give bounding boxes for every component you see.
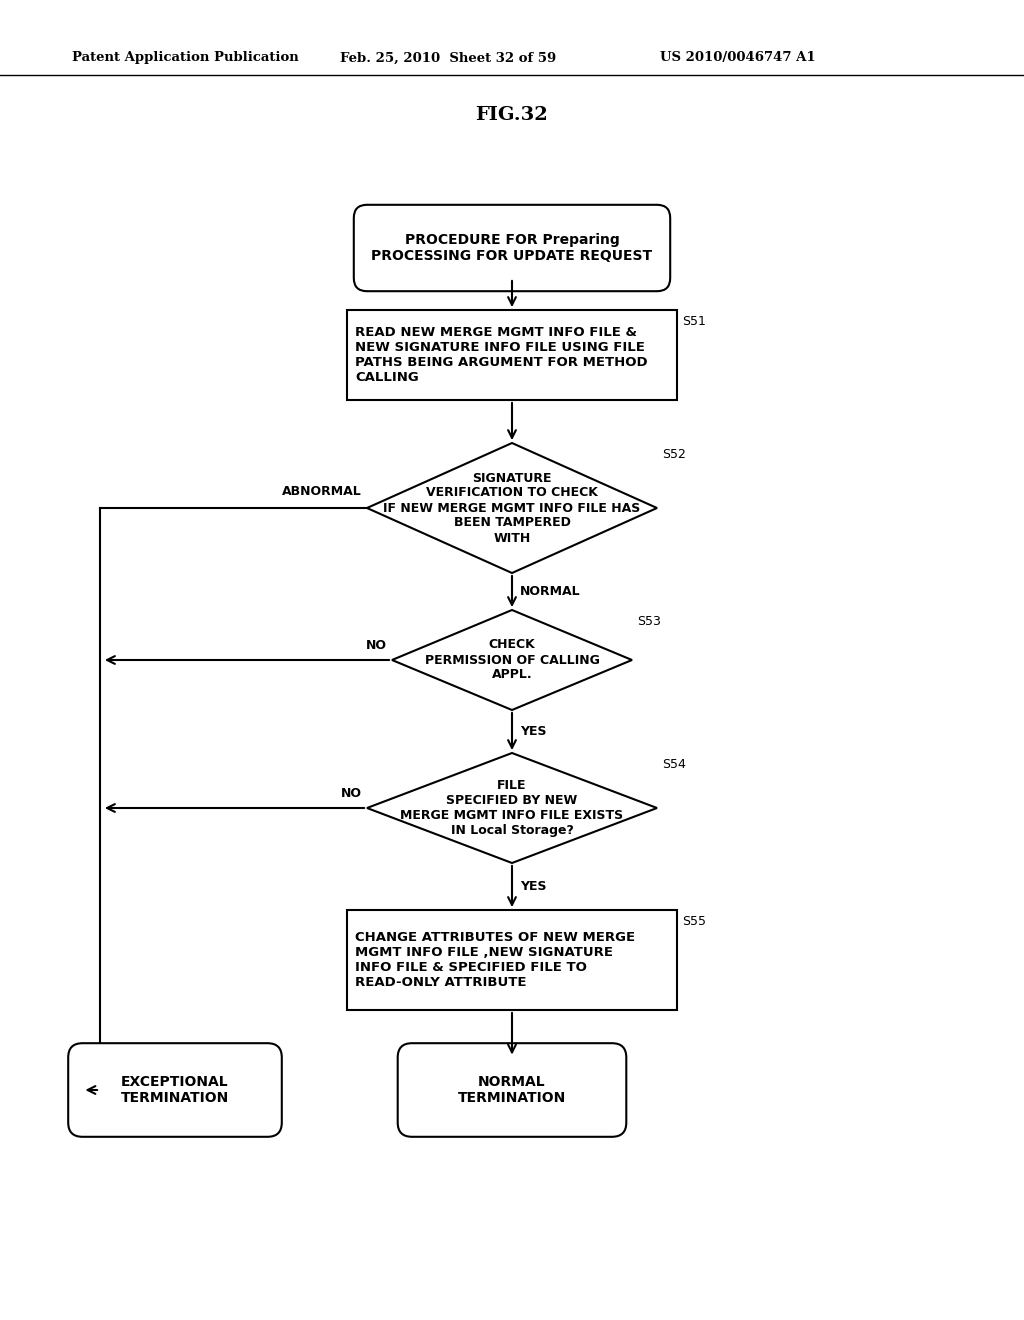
Text: NO: NO (366, 639, 387, 652)
Text: PROCEDURE FOR Preparing
PROCESSING FOR UPDATE REQUEST: PROCEDURE FOR Preparing PROCESSING FOR U… (372, 232, 652, 263)
Text: S54: S54 (662, 758, 686, 771)
Text: READ NEW MERGE MGMT INFO FILE &
NEW SIGNATURE INFO FILE USING FILE
PATHS BEING A: READ NEW MERGE MGMT INFO FILE & NEW SIGN… (355, 326, 647, 384)
Bar (347, 310, 677, 400)
Polygon shape (367, 444, 657, 573)
Bar (347, 909, 677, 1010)
Polygon shape (367, 752, 657, 863)
Text: YES: YES (520, 725, 547, 738)
Text: FIG.32: FIG.32 (475, 106, 549, 124)
Text: FILE
SPECIFIED BY NEW
MERGE MGMT INFO FILE EXISTS
IN Local Storage?: FILE SPECIFIED BY NEW MERGE MGMT INFO FI… (400, 779, 624, 837)
Text: NORMAL
TERMINATION: NORMAL TERMINATION (458, 1074, 566, 1105)
Text: S51: S51 (682, 315, 706, 327)
Text: NORMAL: NORMAL (520, 585, 581, 598)
Text: NO: NO (341, 787, 362, 800)
Text: ABNORMAL: ABNORMAL (283, 484, 362, 498)
FancyBboxPatch shape (69, 1043, 282, 1137)
Text: SIGNATURE
VERIFICATION TO CHECK
IF NEW MERGE MGMT INFO FILE HAS
BEEN TAMPERED
WI: SIGNATURE VERIFICATION TO CHECK IF NEW M… (383, 471, 641, 544)
FancyBboxPatch shape (397, 1043, 627, 1137)
Text: CHECK
PERMISSION OF CALLING
APPL.: CHECK PERMISSION OF CALLING APPL. (425, 639, 599, 681)
Polygon shape (392, 610, 632, 710)
Text: EXCEPTIONAL
TERMINATION: EXCEPTIONAL TERMINATION (121, 1074, 229, 1105)
FancyBboxPatch shape (354, 205, 670, 292)
Text: S53: S53 (637, 615, 660, 628)
Text: YES: YES (520, 880, 547, 894)
Text: S55: S55 (682, 915, 706, 928)
Text: CHANGE ATTRIBUTES OF NEW MERGE
MGMT INFO FILE ,NEW SIGNATURE
INFO FILE & SPECIFI: CHANGE ATTRIBUTES OF NEW MERGE MGMT INFO… (355, 931, 635, 989)
Text: US 2010/0046747 A1: US 2010/0046747 A1 (660, 51, 816, 65)
Text: Feb. 25, 2010  Sheet 32 of 59: Feb. 25, 2010 Sheet 32 of 59 (340, 51, 556, 65)
Text: Patent Application Publication: Patent Application Publication (72, 51, 299, 65)
Text: S52: S52 (662, 447, 686, 461)
